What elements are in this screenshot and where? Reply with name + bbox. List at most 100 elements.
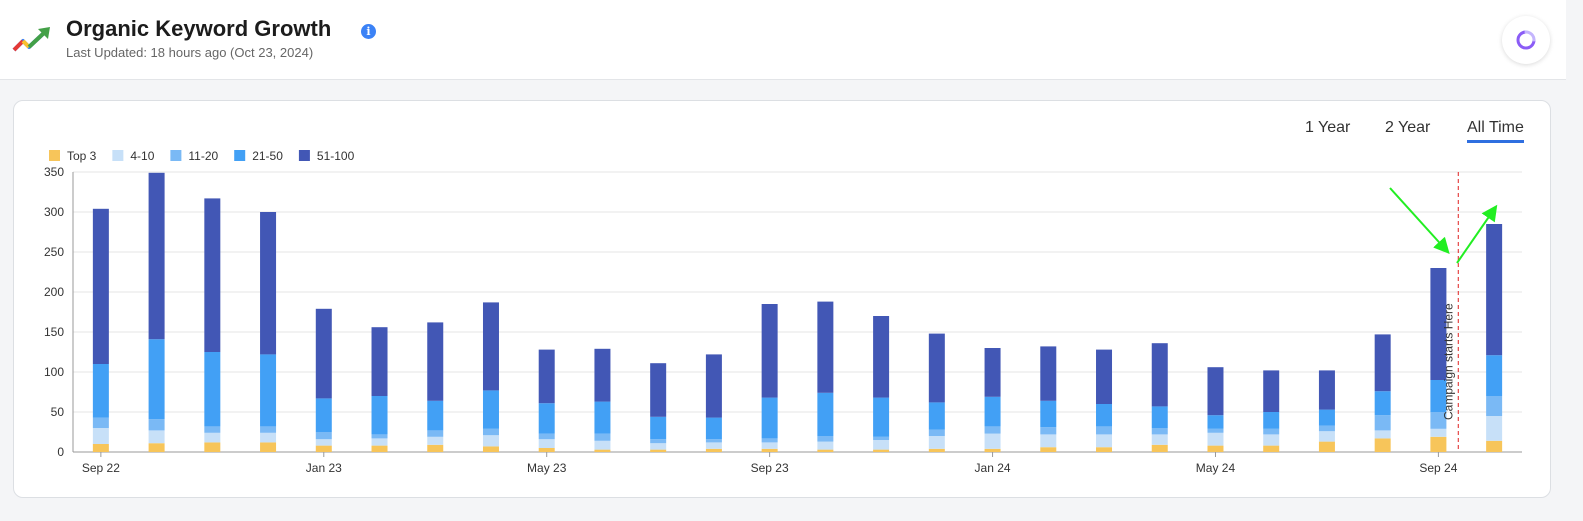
bar-segment-top-3 — [148, 443, 165, 452]
bar-segment-4-10 — [1207, 432, 1224, 446]
bar-segment-4-10 — [148, 430, 165, 444]
y-tick-label: 350 — [44, 165, 64, 179]
bar-segment-21-50 — [1318, 409, 1335, 426]
bar-segment-4-10 — [705, 442, 722, 449]
bar-segment-51-100 — [1151, 343, 1168, 407]
bar-segment-top-3 — [1486, 440, 1503, 452]
bar-segment-21-50 — [1151, 406, 1168, 428]
bar-segment-21-50 — [427, 400, 444, 431]
last-updated-text: Last Updated: 18 hours ago (Oct 23, 2024… — [66, 45, 314, 60]
y-tick-label: 250 — [44, 245, 64, 259]
info-icon[interactable]: i — [361, 24, 376, 39]
bar-segment-51-100 — [92, 208, 109, 364]
bar-segment-51-100 — [260, 212, 277, 355]
x-tick-label: May 24 — [1196, 461, 1236, 475]
bar-segment-51-100 — [538, 349, 555, 404]
legend-label: Top 3 — [67, 149, 97, 163]
page-title: Organic Keyword Growth — [66, 16, 332, 41]
bar-segment-11-20 — [92, 417, 109, 428]
bar-segment-4-10 — [594, 440, 611, 450]
arrow-down-icon — [1389, 187, 1450, 254]
bar-segment-top-3 — [1430, 436, 1447, 452]
bar-segment-4-10 — [92, 428, 109, 444]
bar-segment-11-20 — [371, 434, 388, 439]
bar-segment-top-3 — [92, 444, 109, 452]
bar-segment-top-3 — [1374, 438, 1391, 452]
bar-segment-51-100 — [1374, 334, 1391, 392]
bar-segment-top-3 — [1096, 447, 1113, 452]
bar-segment-4-10 — [817, 441, 834, 450]
bar-segment-11-20 — [538, 433, 555, 440]
bar-segment-top-3 — [817, 449, 834, 452]
bar-segment-11-20 — [1430, 412, 1447, 429]
tab-all-time[interactable]: All Time — [1467, 119, 1524, 143]
legend-label: 11-20 — [188, 149, 218, 163]
bar-segment-21-50 — [761, 397, 778, 439]
bar-segment-21-50 — [1430, 380, 1447, 412]
bar-segment-21-50 — [1486, 355, 1503, 396]
bar-segment-11-20 — [1318, 425, 1335, 432]
bar-segment-11-20 — [705, 439, 722, 443]
bar-segment-top-3 — [761, 448, 778, 452]
bar-segment-11-20 — [1096, 426, 1113, 435]
bar-segment-top-3 — [260, 442, 277, 452]
bar-segment-top-3 — [1318, 441, 1335, 452]
refresh-button[interactable] — [1502, 16, 1550, 64]
bar-segment-4-10 — [984, 433, 1001, 449]
bar-segment-top-3 — [650, 449, 667, 452]
bar-segment-21-50 — [928, 402, 945, 430]
bar-segment-11-20 — [482, 428, 499, 436]
bar-segment-11-20 — [315, 432, 332, 440]
bar-segment-4-10 — [650, 443, 667, 450]
bar-segment-11-20 — [650, 439, 667, 444]
bar-segment-21-50 — [315, 398, 332, 432]
x-tick-label: Sep 22 — [82, 461, 120, 475]
legend-label: 4-10 — [130, 149, 154, 163]
bar-segment-top-3 — [873, 449, 890, 452]
bar-segment-11-20 — [148, 419, 165, 431]
bar-segment-4-10 — [260, 432, 277, 443]
bar-segment-11-20 — [594, 433, 611, 441]
range-tabs: 1 Year 2 Year All Time — [0, 119, 1566, 149]
x-tick-label: May 23 — [527, 461, 567, 475]
bar-segment-11-20 — [984, 426, 1001, 434]
y-tick-label: 300 — [44, 205, 64, 219]
tab-1-year[interactable]: 1 Year — [1305, 119, 1351, 136]
bar-segment-21-50 — [594, 401, 611, 434]
bar-segment-4-10 — [482, 435, 499, 447]
bar-segment-51-100 — [1096, 349, 1113, 404]
bar-segment-21-50 — [204, 352, 221, 427]
arrow-up-icon — [1456, 204, 1498, 264]
bar-segment-51-100 — [594, 348, 611, 402]
bar-segment-top-3 — [538, 448, 555, 452]
bar-segment-51-100 — [817, 301, 834, 393]
bar-segment-11-20 — [1207, 428, 1224, 433]
bar-segment-51-100 — [204, 198, 221, 352]
bar-segment-4-10 — [538, 439, 555, 448]
bar-segment-top-3 — [315, 445, 332, 452]
bar-segment-11-20 — [204, 426, 221, 433]
bar-segment-top-3 — [594, 449, 611, 452]
bar-segment-21-50 — [1040, 400, 1057, 428]
legend-swatch — [49, 150, 60, 161]
bar-segment-51-100 — [705, 354, 722, 418]
bar-segment-11-20 — [928, 429, 945, 436]
bar-segment-21-50 — [371, 396, 388, 435]
bar-segment-11-20 — [427, 430, 444, 437]
bar-segment-21-50 — [148, 339, 165, 420]
x-tick-label: Sep 23 — [751, 461, 789, 475]
bar-segment-4-10 — [1318, 431, 1335, 442]
bar-segment-51-100 — [761, 304, 778, 398]
tab-2-year[interactable]: 2 Year — [1385, 119, 1431, 136]
bar-segment-51-100 — [928, 333, 945, 403]
bar-segment-51-100 — [482, 302, 499, 391]
bar-segment-21-50 — [650, 416, 667, 440]
bar-segment-4-10 — [1263, 434, 1280, 446]
y-tick-label: 200 — [44, 285, 64, 299]
bar-segment-top-3 — [482, 446, 499, 452]
bar-segment-11-20 — [873, 436, 890, 440]
bar-segment-4-10 — [1486, 416, 1503, 441]
bar-segment-11-20 — [1486, 396, 1503, 416]
bar-segment-4-10 — [1374, 430, 1391, 439]
